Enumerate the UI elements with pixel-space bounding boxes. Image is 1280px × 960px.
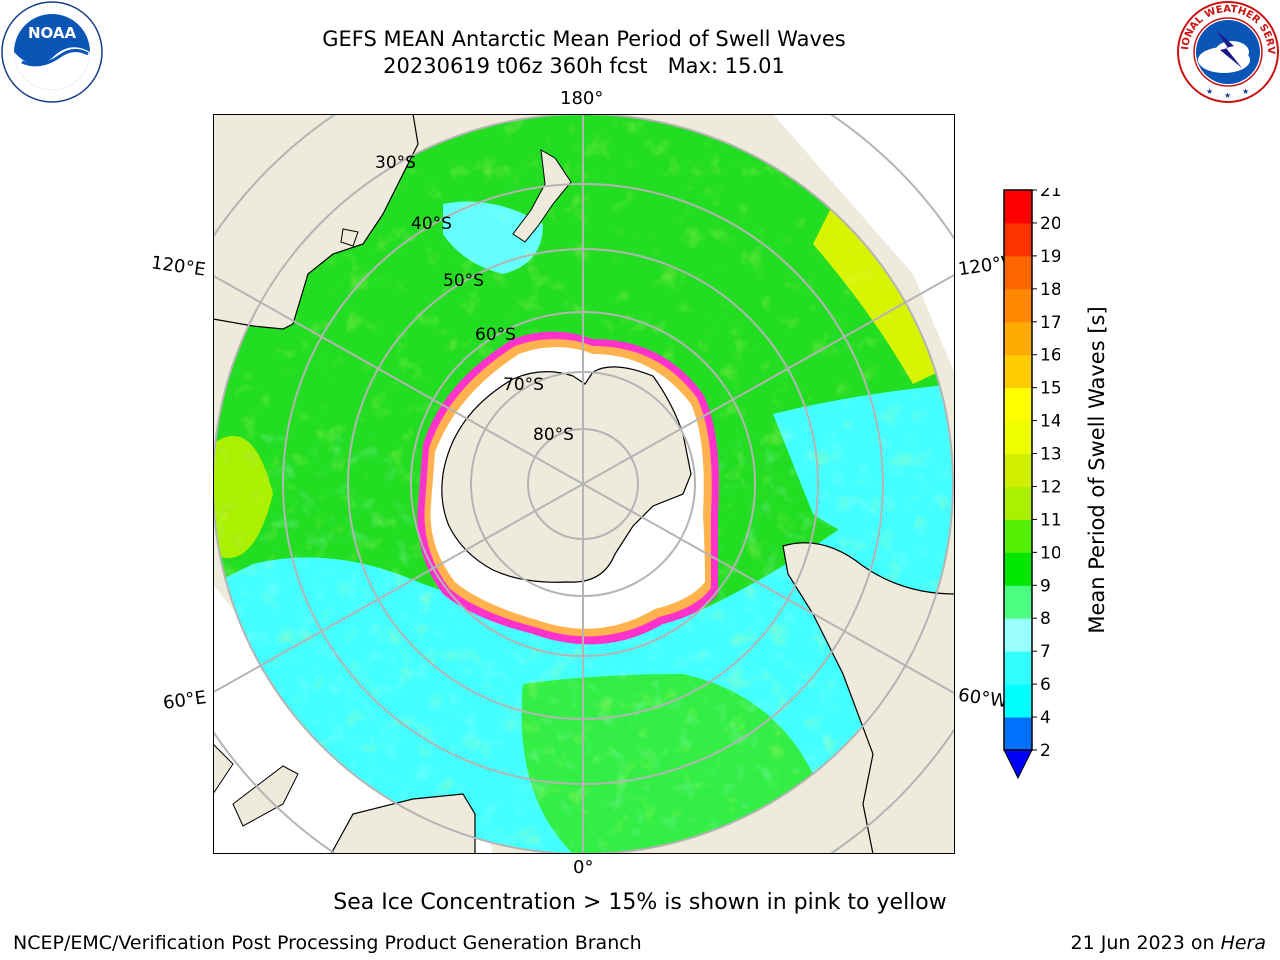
noaa-logo-text: NOAA [28,24,77,42]
colorbar-tick-label: 9 [1040,576,1051,596]
lat-label-30s: 30°S [375,153,416,173]
colorbar-tick-label: 7 [1040,642,1051,662]
colorbar-segment [1004,420,1032,455]
ocean-white-region-ne [773,114,955,374]
colorbar-segment [1004,354,1032,389]
lon-label-180: 180° [560,88,604,109]
land-africa [330,793,476,854]
colorbar-tick-label: 12 [1040,477,1060,497]
title-line-1: GEFS MEAN Antarctic Mean Period of Swell… [322,27,846,51]
lat-label-80s: 80°S [533,425,574,445]
colorbar-label: Mean Period of Swell Waves [s] [1085,306,1109,634]
sea-ice-footnote: Sea Ice Concentration > 15% is shown in … [333,890,947,915]
colorbar-segment [1004,387,1032,422]
lat-label-60s: 60°S [475,325,516,345]
colorbar-tick-label: 20 [1040,214,1060,234]
lat-label-70s: 70°S [503,375,544,395]
colorbar-segment [1004,684,1032,718]
colorbar-segment [1004,190,1032,224]
land-southern-africa-tip [213,743,234,795]
colorbar-tick-label: 17 [1040,313,1060,333]
colorbar-tick-label: 13 [1040,445,1060,465]
colorbar-segment [1004,552,1032,586]
colorbar-extend-arrow [1003,749,1033,780]
credit-host: Hera [1220,932,1266,954]
lat-label-40s: 40°S [411,214,452,234]
colorbar-tick-label: 2 [1040,741,1051,761]
colorbar-tick-label: 8 [1040,609,1051,629]
svg-text:★: ★ [1224,91,1231,100]
colorbar-segment [1004,288,1032,323]
colorbar-segment [1004,321,1032,356]
national-weather-service-logo-icon: NATIONAL WEATHER SERVICE ★ ★ ★ [1176,0,1279,103]
colorbar-segment [1004,717,1032,751]
colorbar-segment [1004,222,1032,257]
land-new-zealand [512,149,572,243]
colorbar: 2 4 6 7 8 9 10 11 12 13 14 15 16 17 18 19 20 21 [1003,188,1060,780]
colorbar-segment [1004,519,1032,553]
lon-label-0: 0° [573,857,594,878]
colorbar-tick-label: 19 [1040,247,1060,267]
colorbar-tick-label: 6 [1040,675,1051,695]
graticule [213,114,955,854]
colorbar-tick-label: 16 [1040,346,1060,366]
credit-date: 21 Jun 2023 on Hera [1071,932,1266,954]
colorbar-tick-label: 11 [1040,510,1060,530]
colorbar-tick-label: 4 [1040,708,1051,728]
colorbar-tick-label: 18 [1040,280,1060,300]
land-australia [213,114,419,330]
colorbar-tick-label: 15 [1040,379,1060,399]
colorbar-segment [1004,585,1032,619]
ocean-white-region [213,334,493,854]
colorbar-segment [1004,453,1032,487]
chart-title: GEFS MEAN Antarctic Mean Period of Swell… [0,26,1168,80]
colorbar-segment [1004,651,1032,685]
lat-label-50s: 50°S [443,271,484,291]
lon-label-60e: 60°E [161,687,208,714]
colorbar-tick-label: 14 [1040,412,1060,432]
colorbar-frame [1003,189,1033,751]
credit-branch: NCEP/EMC/Verification Post Processing Pr… [13,932,642,954]
svg-text:★: ★ [1242,87,1249,96]
colorbar-tick-label: 21 [1040,188,1060,201]
lon-label-120e: 120°E [149,252,207,281]
noaa-logo-icon: NOAA [1,1,103,103]
colorbar-segment [1004,618,1032,652]
colorbar-segment [1004,255,1032,290]
title-line-2: 20230619 t06z 360h fcst Max: 15.01 [383,54,785,78]
colorbar-segment [1004,486,1032,520]
land-tasmania [340,228,359,247]
antarctic-swell-period-map: 30°S 40°S 50°S 60°S 70°S 80°S [213,114,955,854]
credit-date-text: 21 Jun 2023 on [1070,932,1221,954]
svg-text:★: ★ [1206,87,1213,96]
colorbar-tick-label: 10 [1040,543,1060,563]
